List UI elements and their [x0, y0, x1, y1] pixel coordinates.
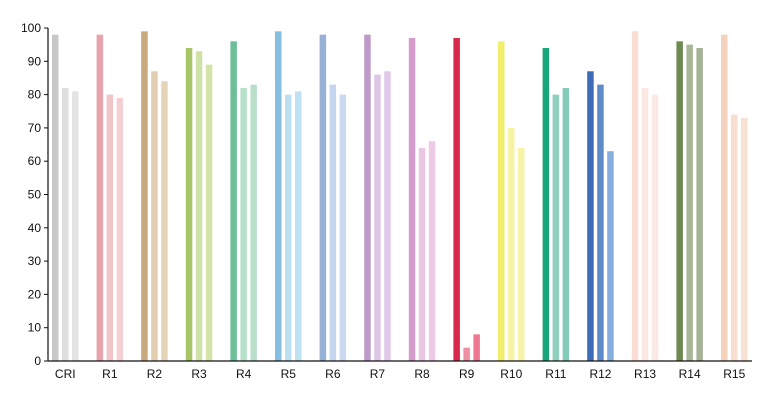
bar-r12-s1 — [587, 71, 594, 361]
bar-r8-s2 — [418, 147, 426, 361]
y-tick-label-20: 20 — [28, 287, 42, 301]
bar-r15-s2 — [731, 114, 738, 361]
y-tick-label-40: 40 — [28, 221, 42, 235]
x-tick-label-r6: R6 — [325, 367, 341, 381]
x-tick-label-r1: R1 — [102, 367, 118, 381]
y-axis: 0 10 20 30 40 50 60 70 80 90 100 — [21, 21, 49, 368]
y-tick-label-10: 10 — [28, 321, 42, 335]
bar-r14-s3 — [696, 47, 703, 361]
bar-r9-s3 — [473, 334, 480, 361]
bar-r13-s3 — [651, 94, 659, 361]
x-tick-label-r5: R5 — [281, 367, 297, 381]
x-tick-label-r9: R9 — [459, 367, 475, 381]
bar-r1-s3 — [116, 97, 124, 362]
bar-r5-s2 — [285, 94, 292, 361]
x-tick-label-r3: R3 — [191, 367, 207, 381]
x-tick-label-r13: R13 — [634, 367, 656, 381]
bar-r11-s2 — [552, 94, 560, 361]
x-tick-label-r15: R15 — [723, 367, 745, 381]
bar-r8-s3 — [428, 141, 436, 361]
bar-r12-s2 — [597, 84, 604, 362]
bar-r1-s1 — [96, 34, 104, 361]
bar-r1-s2 — [106, 94, 114, 361]
x-tick-label-r12: R12 — [589, 367, 611, 381]
bar-r10-s3 — [518, 147, 525, 361]
bar-r14-s2 — [686, 44, 693, 362]
bar-r15-s1 — [721, 34, 728, 361]
y-tick-label-0: 0 — [34, 354, 41, 368]
bar-r3-s2 — [195, 51, 203, 362]
bar-r7-s1 — [364, 34, 371, 361]
bar-r2-s3 — [161, 81, 168, 361]
bar-r13-s2 — [641, 87, 649, 361]
y-tick-label-50: 50 — [28, 188, 42, 202]
x-tick-label-r10: R10 — [500, 367, 522, 381]
bar-r4-s2 — [240, 87, 247, 361]
bar-r11-s1 — [542, 47, 550, 361]
bar-cri-s1 — [52, 34, 59, 361]
bar-r2-s1 — [141, 31, 148, 362]
bar-r4-s3 — [250, 84, 257, 362]
y-tick-label-60: 60 — [28, 154, 42, 168]
bar-r6-s2 — [329, 84, 337, 362]
bars-group — [52, 31, 748, 362]
x-tick-label-r11: R11 — [545, 367, 566, 381]
bar-r2-s2 — [151, 71, 158, 361]
bar-r9-s1 — [453, 37, 460, 362]
bar-r10-s1 — [498, 41, 505, 361]
bar-r8-s1 — [408, 37, 416, 362]
bar-r15-s3 — [741, 117, 748, 361]
x-axis: CRI R1 R2 R3 R4 R5 R6 R7 R8 R9 R10 R11 R12 R13 R14 R15 — [48, 360, 752, 381]
bar-r6-s3 — [339, 94, 347, 361]
bar-r13-s1 — [631, 31, 639, 362]
y-tick-label-30: 30 — [28, 254, 42, 268]
y-tick-label-70: 70 — [28, 121, 42, 135]
bar-r5-s3 — [295, 91, 302, 362]
bar-r12-s3 — [607, 151, 614, 361]
bar-r4-s1 — [230, 41, 237, 361]
x-tick-label-r7: R7 — [370, 367, 386, 381]
x-tick-label-r2: R2 — [147, 367, 163, 381]
x-tick-label-r8: R8 — [414, 367, 430, 381]
bar-r7-s3 — [384, 71, 391, 361]
bar-r9-s2 — [463, 347, 470, 361]
bar-cri-s2 — [62, 87, 69, 361]
y-tick-label-80: 80 — [28, 88, 42, 102]
bar-r3-s3 — [205, 64, 213, 361]
bar-r11-s3 — [562, 87, 570, 361]
x-tick-label-r4: R4 — [236, 367, 252, 381]
y-tick-label-100: 100 — [21, 21, 41, 35]
bar-r7-s2 — [374, 74, 381, 362]
y-tick-label-90: 90 — [28, 54, 42, 68]
bar-r3-s1 — [185, 47, 193, 361]
bar-r10-s2 — [508, 127, 515, 362]
bar-r6-s1 — [319, 34, 327, 361]
bar-cri-s3 — [72, 91, 79, 362]
x-tick-label-r14: R14 — [679, 367, 701, 381]
x-tick-label-cri: CRI — [55, 367, 76, 381]
bar-r5-s1 — [275, 31, 282, 362]
bar-r14-s1 — [676, 41, 683, 361]
